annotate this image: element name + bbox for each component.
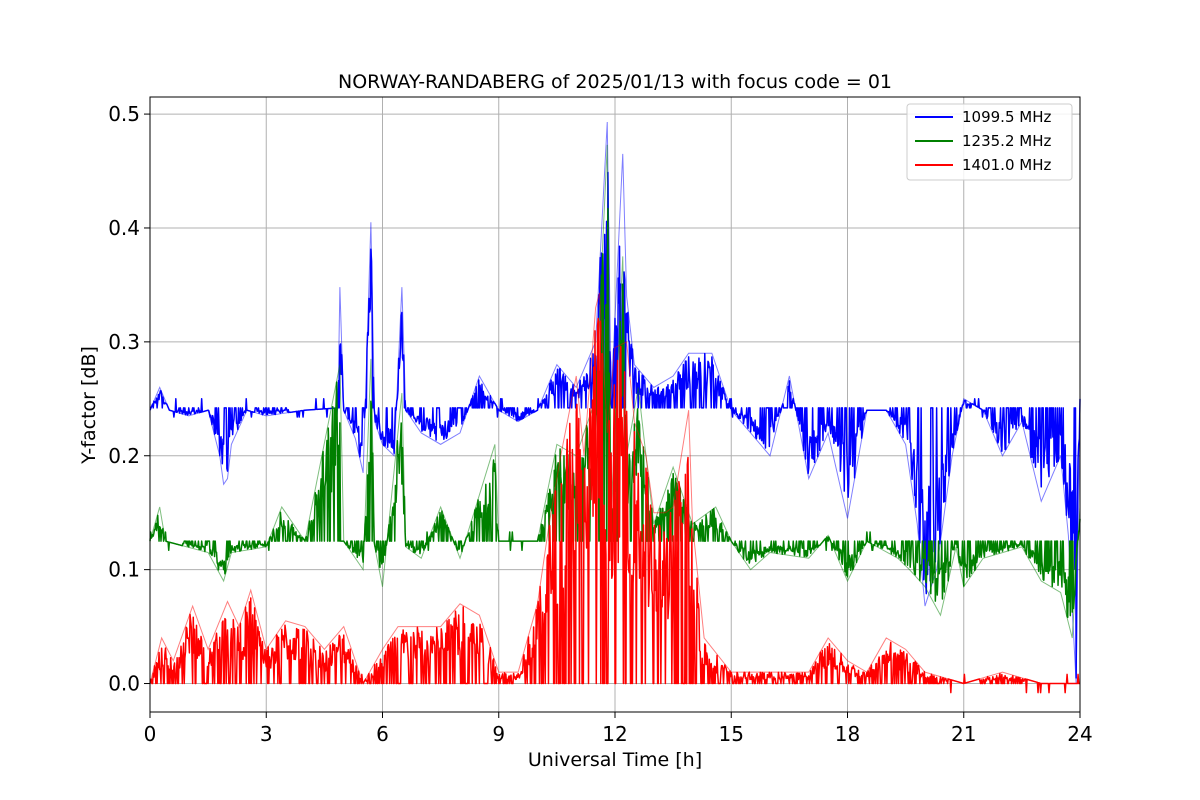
y-tick-label: 0.1	[108, 558, 140, 582]
legend: 1099.5 MHz 1235.2 MHz 1401.0 MHz	[906, 103, 1073, 181]
series-line-2	[149, 317, 1081, 694]
series-envelope-2	[149, 292, 1080, 685]
ticks: 0 3 6 9 12 15 18 21 24 0.0 0.1 0.2 0.3 0.4 0.5	[108, 102, 1093, 746]
legend-box	[906, 103, 1073, 181]
x-axis-label: Universal Time [h]	[528, 749, 702, 771]
legend-label: 1235.2 MHz	[962, 132, 1051, 150]
x-tick-label: 9	[492, 722, 505, 746]
chart-title: NORWAY-RANDABERG of 2025/01/13 with focu…	[338, 71, 892, 93]
x-tick-label: 21	[951, 722, 976, 746]
x-tick-label: 15	[719, 722, 744, 746]
y-tick-label: 0.5	[108, 102, 140, 126]
y-tick-label: 0.0	[108, 672, 140, 696]
x-tick-label: 0	[144, 722, 157, 746]
y-axis-label: Y-factor [dB]	[78, 346, 100, 465]
plot-area	[149, 122, 1081, 694]
x-tick-label: 6	[376, 722, 389, 746]
legend-label: 1099.5 MHz	[962, 108, 1051, 126]
y-tick-label: 0.4	[108, 216, 140, 240]
series-envelope-1	[149, 144, 1081, 639]
legend-label: 1401.0 MHz	[962, 156, 1051, 174]
x-tick-label: 18	[835, 722, 860, 746]
x-tick-label: 24	[1067, 722, 1092, 746]
x-tick-label: 3	[260, 722, 273, 746]
y-tick-label: 0.3	[108, 330, 140, 354]
x-tick-label: 12	[602, 722, 627, 746]
y-tick-label: 0.2	[108, 444, 140, 468]
